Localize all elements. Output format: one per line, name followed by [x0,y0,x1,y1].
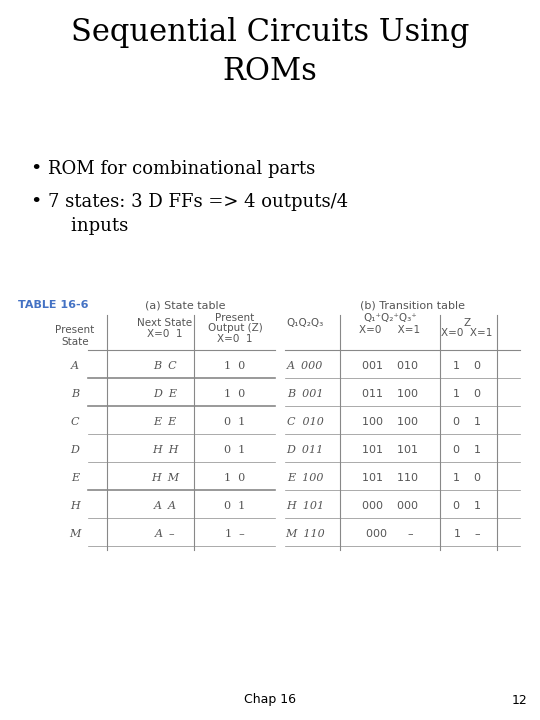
Text: A  A: A A [153,501,177,511]
Text: 000      –: 000 – [366,529,414,539]
Text: X=0  1: X=0 1 [217,334,253,344]
Text: X=0     X=1: X=0 X=1 [360,325,421,335]
Text: Next State: Next State [138,318,193,328]
Text: •: • [30,160,42,178]
Text: B: B [71,389,79,399]
Text: Q₁⁺Q₂⁺Q₃⁺: Q₁⁺Q₂⁺Q₃⁺ [363,313,417,323]
Text: A: A [71,361,79,371]
Text: B  C: B C [153,361,177,371]
Text: Sequential Circuits Using
ROMs: Sequential Circuits Using ROMs [71,17,469,86]
Text: 000    000: 000 000 [362,501,418,511]
Text: H  101: H 101 [286,501,324,511]
Text: ROM for combinational parts: ROM for combinational parts [48,160,315,178]
Text: Present
State: Present State [56,325,94,348]
Text: B  001: B 001 [287,389,323,399]
Text: A  000: A 000 [287,361,323,371]
Text: Q₁Q₂Q₃: Q₁Q₂Q₃ [286,318,323,328]
Text: E  100: E 100 [287,473,323,483]
Text: 101    110: 101 110 [362,473,418,483]
Text: E  E: E E [153,417,177,427]
Text: 0  1: 0 1 [225,445,246,455]
Text: H  H: H H [152,445,178,455]
Text: 101    101: 101 101 [362,445,418,455]
Text: C  010: C 010 [287,417,323,427]
Text: Output (Z): Output (Z) [207,323,262,333]
Text: H  M: H M [151,473,179,483]
Text: C: C [71,417,79,427]
Text: •: • [30,193,42,211]
Text: 1  0: 1 0 [225,389,246,399]
Text: 12: 12 [512,693,528,706]
Text: X=0  1: X=0 1 [147,329,183,339]
Text: A  –: A – [154,529,176,539]
Text: 1    0: 1 0 [453,473,481,483]
Text: 1    –: 1 – [454,529,480,539]
Text: H: H [70,501,80,511]
Text: Chap 16: Chap 16 [244,693,296,706]
Text: 1  0: 1 0 [225,473,246,483]
Text: 7 states: 3 D FFs => 4 outputs/4
    inputs: 7 states: 3 D FFs => 4 outputs/4 inputs [48,193,348,235]
Text: D: D [71,445,79,455]
Text: 1  0: 1 0 [225,361,246,371]
Text: E: E [71,473,79,483]
Text: 1    0: 1 0 [453,389,481,399]
Text: X=0  X=1: X=0 X=1 [441,328,492,338]
Text: 1    0: 1 0 [453,361,481,371]
Text: 0    1: 0 1 [453,417,481,427]
Text: 0  1: 0 1 [225,417,246,427]
Text: TABLE 16-6: TABLE 16-6 [18,300,89,310]
Text: (a) State table: (a) State table [145,300,226,310]
Text: Z: Z [463,318,470,328]
Text: 001    010: 001 010 [362,361,418,371]
Text: D  011: D 011 [286,445,323,455]
Text: 0    1: 0 1 [453,445,481,455]
Text: M  110: M 110 [285,529,325,539]
Text: 1  –: 1 – [225,529,245,539]
Text: Present: Present [215,313,255,323]
Text: 0    1: 0 1 [453,501,481,511]
Text: 011    100: 011 100 [362,389,418,399]
Text: (b) Transition table: (b) Transition table [360,300,465,310]
Text: M: M [69,529,80,539]
Text: D  E: D E [153,389,177,399]
Text: 100    100: 100 100 [362,417,418,427]
Text: 0  1: 0 1 [225,501,246,511]
